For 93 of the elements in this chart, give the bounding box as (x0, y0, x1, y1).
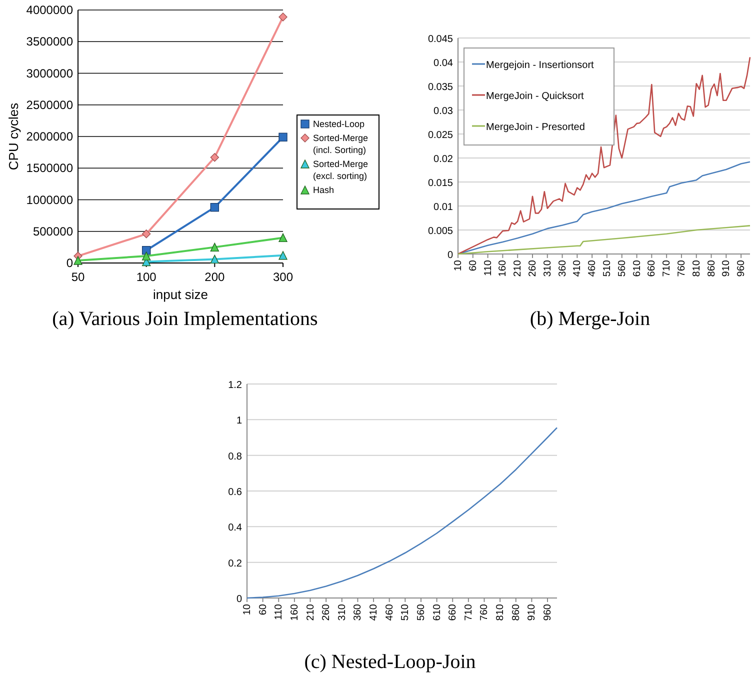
text: (c) Nested-Loop-Join (304, 651, 476, 673)
point (210, 153, 220, 162)
x-tick-label: 60 (468, 260, 479, 272)
x-tick-label: 810 (495, 604, 506, 621)
legend-label: Sorted-Merge (excl. sorting) (313, 159, 368, 181)
point (278, 12, 288, 22)
x-tick-label: 760 (479, 604, 490, 621)
x-tick-label: 210 (512, 260, 524, 277)
x-tick-label: 160 (289, 604, 300, 621)
y-tick-label: 3000000 (26, 66, 74, 80)
y-tick-label: 1500000 (26, 161, 74, 176)
x-tick-label: 50 (71, 270, 85, 284)
y-tick-label: 2000000 (26, 130, 74, 144)
y-tick-label: 0.01 (434, 202, 454, 213)
y-tick-label: 0.03 (434, 106, 454, 117)
point (278, 251, 288, 260)
x-tick-label: 960 (542, 604, 554, 621)
y-tick-label: 0.4 (228, 522, 242, 534)
x-tick-label: 910 (526, 604, 538, 621)
x-tick-label: 310 (542, 260, 554, 277)
text: (b) Merge-Join (530, 308, 650, 330)
y-tick-label: 0.025 (428, 130, 454, 141)
y-tick-label: 0.005 (428, 226, 454, 237)
y-tick-label: 0.035 (428, 82, 454, 93)
legend-label: Sorted-Merge (incl. Sorting) (313, 133, 368, 155)
y-tick-label: 0 (236, 594, 242, 605)
x-tick-label: 10 (453, 260, 464, 272)
x-tick-label: 260 (527, 260, 538, 277)
x-tick-label: 260 (321, 604, 332, 621)
x-tick-label: 410 (368, 604, 380, 621)
x-axis-title: input size (153, 287, 208, 302)
x-tick-label: 460 (587, 260, 598, 277)
legend-label: MergeJoin - Presorted (486, 122, 585, 133)
legend-label: Nested-Loop (313, 119, 365, 129)
x-tick-label: 10 (242, 604, 253, 616)
y-tick-label: 0.6 (228, 487, 242, 498)
y-tick-label: 0.02 (434, 154, 454, 165)
x-tick-label: 360 (352, 604, 364, 621)
x-tick-label: 810 (691, 260, 702, 277)
x-tick-label: 610 (632, 260, 643, 277)
point (278, 132, 288, 142)
point (74, 256, 82, 265)
y-tick-label: 0.015 (428, 178, 454, 189)
x-tick-label: 660 (448, 604, 459, 621)
x-tick-label: 560 (616, 260, 628, 277)
x-tick-label: 360 (557, 260, 568, 277)
legend-label: Hash (313, 185, 334, 195)
x-tick-label: 110 (482, 260, 494, 276)
y-tick-label: 0.045 (428, 34, 454, 45)
y-tick-label: 1.2 (228, 380, 242, 391)
x-tick-label: 460 (384, 604, 396, 621)
y-tick-label: 4000000 (26, 3, 74, 17)
y-tick-label: 0.8 (228, 451, 242, 462)
y-tick-label: 1000000 (26, 192, 74, 207)
x-tick-label: 200 (204, 270, 225, 284)
x-tick-label: 310 (336, 604, 348, 621)
x-tick-label: 560 (416, 604, 427, 621)
x-tick-label: 100 (136, 270, 157, 284)
point (210, 242, 220, 252)
x-tick-label: 760 (676, 260, 688, 277)
x-tick-label: 910 (721, 260, 732, 277)
x-tick-label: 610 (432, 604, 443, 621)
y-tick-label: 0 (66, 256, 74, 270)
y-tick-label: 500000 (32, 224, 74, 238)
x-tick-label: 860 (510, 604, 522, 621)
x-tick-label: 300 (272, 270, 294, 284)
x-tick-label: 960 (736, 260, 748, 277)
y-tick-label: 0.2 (228, 558, 242, 570)
x-tick-label: 710 (662, 260, 673, 277)
x-tick-label: 860 (706, 260, 718, 277)
x-tick-label: 710 (463, 604, 474, 621)
y-tick-label: 3500000 (26, 34, 74, 49)
y-tick-label: 2500000 (26, 98, 74, 112)
x-tick-label: 210 (305, 604, 316, 621)
x-tick-label: 110 (274, 604, 285, 620)
y-tick-label: 0 (447, 250, 454, 261)
y-axis-title: CPU cycles (6, 102, 21, 170)
point (278, 233, 288, 242)
point (210, 202, 220, 212)
legend-label: Mergejoin - Insertionsort (486, 60, 594, 71)
point (142, 230, 151, 238)
x-tick-label: 510 (400, 604, 412, 621)
x-tick-label: 660 (646, 260, 658, 277)
legend-label: MergeJoin - Quicksort (486, 91, 584, 102)
x-tick-label: 510 (602, 260, 613, 277)
y-tick-label: 1 (236, 416, 242, 427)
y-tick-label: 0.04 (434, 58, 454, 69)
x-tick-label: 160 (498, 260, 509, 277)
x-tick-label: 410 (572, 260, 584, 277)
text: (a) Various Join Implementations (52, 308, 318, 330)
x-tick-label: 60 (258, 604, 269, 616)
point (210, 254, 220, 264)
point (142, 252, 151, 260)
